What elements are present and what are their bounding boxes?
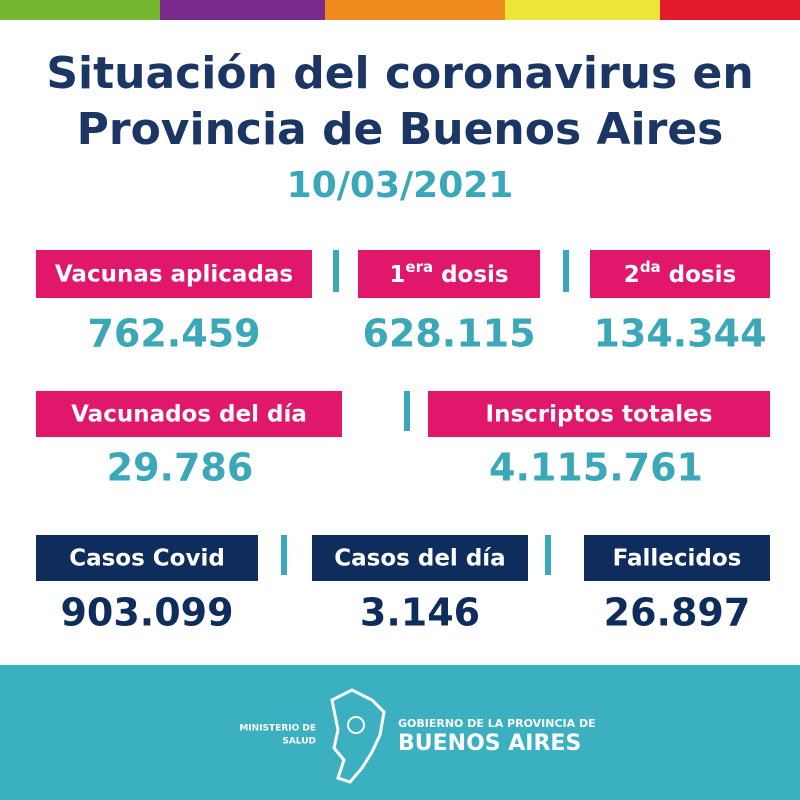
label-superscript: da [640,258,661,276]
date: 10/03/2021 [287,165,514,206]
label-box [358,250,540,298]
ministry-text: MINISTERIO DE [239,724,316,734]
label: 1era dosis [389,258,508,288]
label-number: 2 [624,262,640,288]
ministry-text: SALUD [282,737,316,747]
label: Fallecidos [613,546,742,572]
label-text: dosis [441,262,509,288]
label-box [590,250,770,298]
separator [563,250,569,292]
province-emblem [330,688,386,784]
separator [333,250,339,292]
label-text: dosis [669,262,737,288]
label-number: 1 [389,262,405,288]
label-superscript: era [405,258,433,276]
stat-value: 903.099 [60,591,233,635]
stat-value: 3.146 [360,591,480,635]
gov-text: BUENOS AIRES [398,731,581,756]
separator [404,391,410,431]
label-box [36,391,342,437]
label: Vacunas aplicadas [55,262,293,288]
label-box [428,391,770,437]
label: 2da dosis [624,258,736,288]
title: Situación del coronavirus en [46,48,753,99]
label: Casos Covid [69,546,225,572]
separator [281,535,287,575]
label-box [36,535,258,581]
gov-text: GOBIERNO DE LA PROVINCIA DE [398,717,596,730]
label-box [584,535,770,581]
color-stripe [0,0,160,20]
label-box [36,250,312,298]
stat-value: 762.459 [87,312,260,356]
color-stripe [325,0,505,20]
separator [545,535,551,575]
label: Vacunados del día [71,402,307,428]
color-stripe [660,0,800,20]
color-stripe [505,0,660,20]
stat-value: 4.115.761 [489,446,703,490]
color-stripe [160,0,325,20]
stat-value: 29.786 [107,446,254,490]
label: Inscriptos totales [486,402,713,428]
emblem-detail [347,716,365,734]
stat-value: 26.897 [604,591,751,635]
label: Casos del día [334,546,505,572]
title: Provincia de Buenos Aires [77,104,724,155]
stat-value: 134.344 [593,312,766,356]
label-box [312,535,528,581]
footer-band [0,665,800,800]
stat-value: 628.115 [362,312,535,356]
